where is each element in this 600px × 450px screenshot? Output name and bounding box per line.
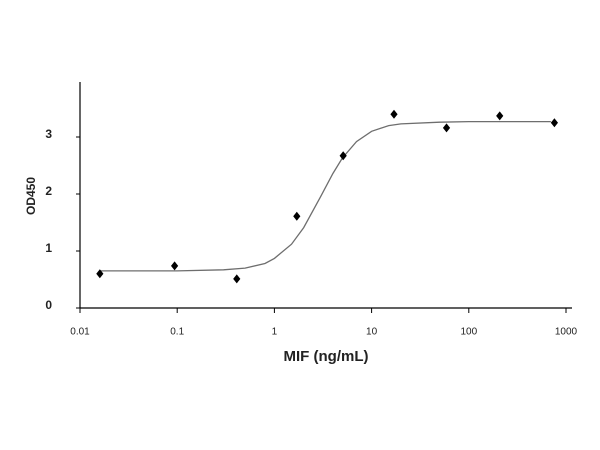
- x-tick-label: 10: [366, 327, 378, 338]
- x-tick-label: 1000: [555, 327, 578, 338]
- data-point: [442, 123, 451, 133]
- data-point: [96, 269, 104, 279]
- x-tick-label: 1: [272, 327, 278, 338]
- y-tick-label: 1: [45, 241, 52, 255]
- x-axis-title: MIF (ng/mL): [284, 348, 369, 365]
- y-tick-label: 2: [45, 184, 52, 198]
- data-point: [496, 111, 504, 121]
- data-point: [170, 261, 179, 271]
- y-axis-title: OD450: [24, 177, 38, 215]
- data-point: [339, 151, 347, 161]
- data-point: [390, 109, 398, 119]
- y-tick-label: 0: [45, 298, 52, 312]
- data-point: [550, 118, 559, 128]
- fit-curve: [99, 120, 551, 272]
- data-point: [293, 211, 301, 221]
- x-tick-label: 0.1: [170, 327, 184, 338]
- y-tick-label: 3: [45, 127, 52, 141]
- data-point: [233, 274, 241, 284]
- x-tick-label: 100: [460, 327, 477, 338]
- x-tick-label: 0.01: [70, 327, 90, 338]
